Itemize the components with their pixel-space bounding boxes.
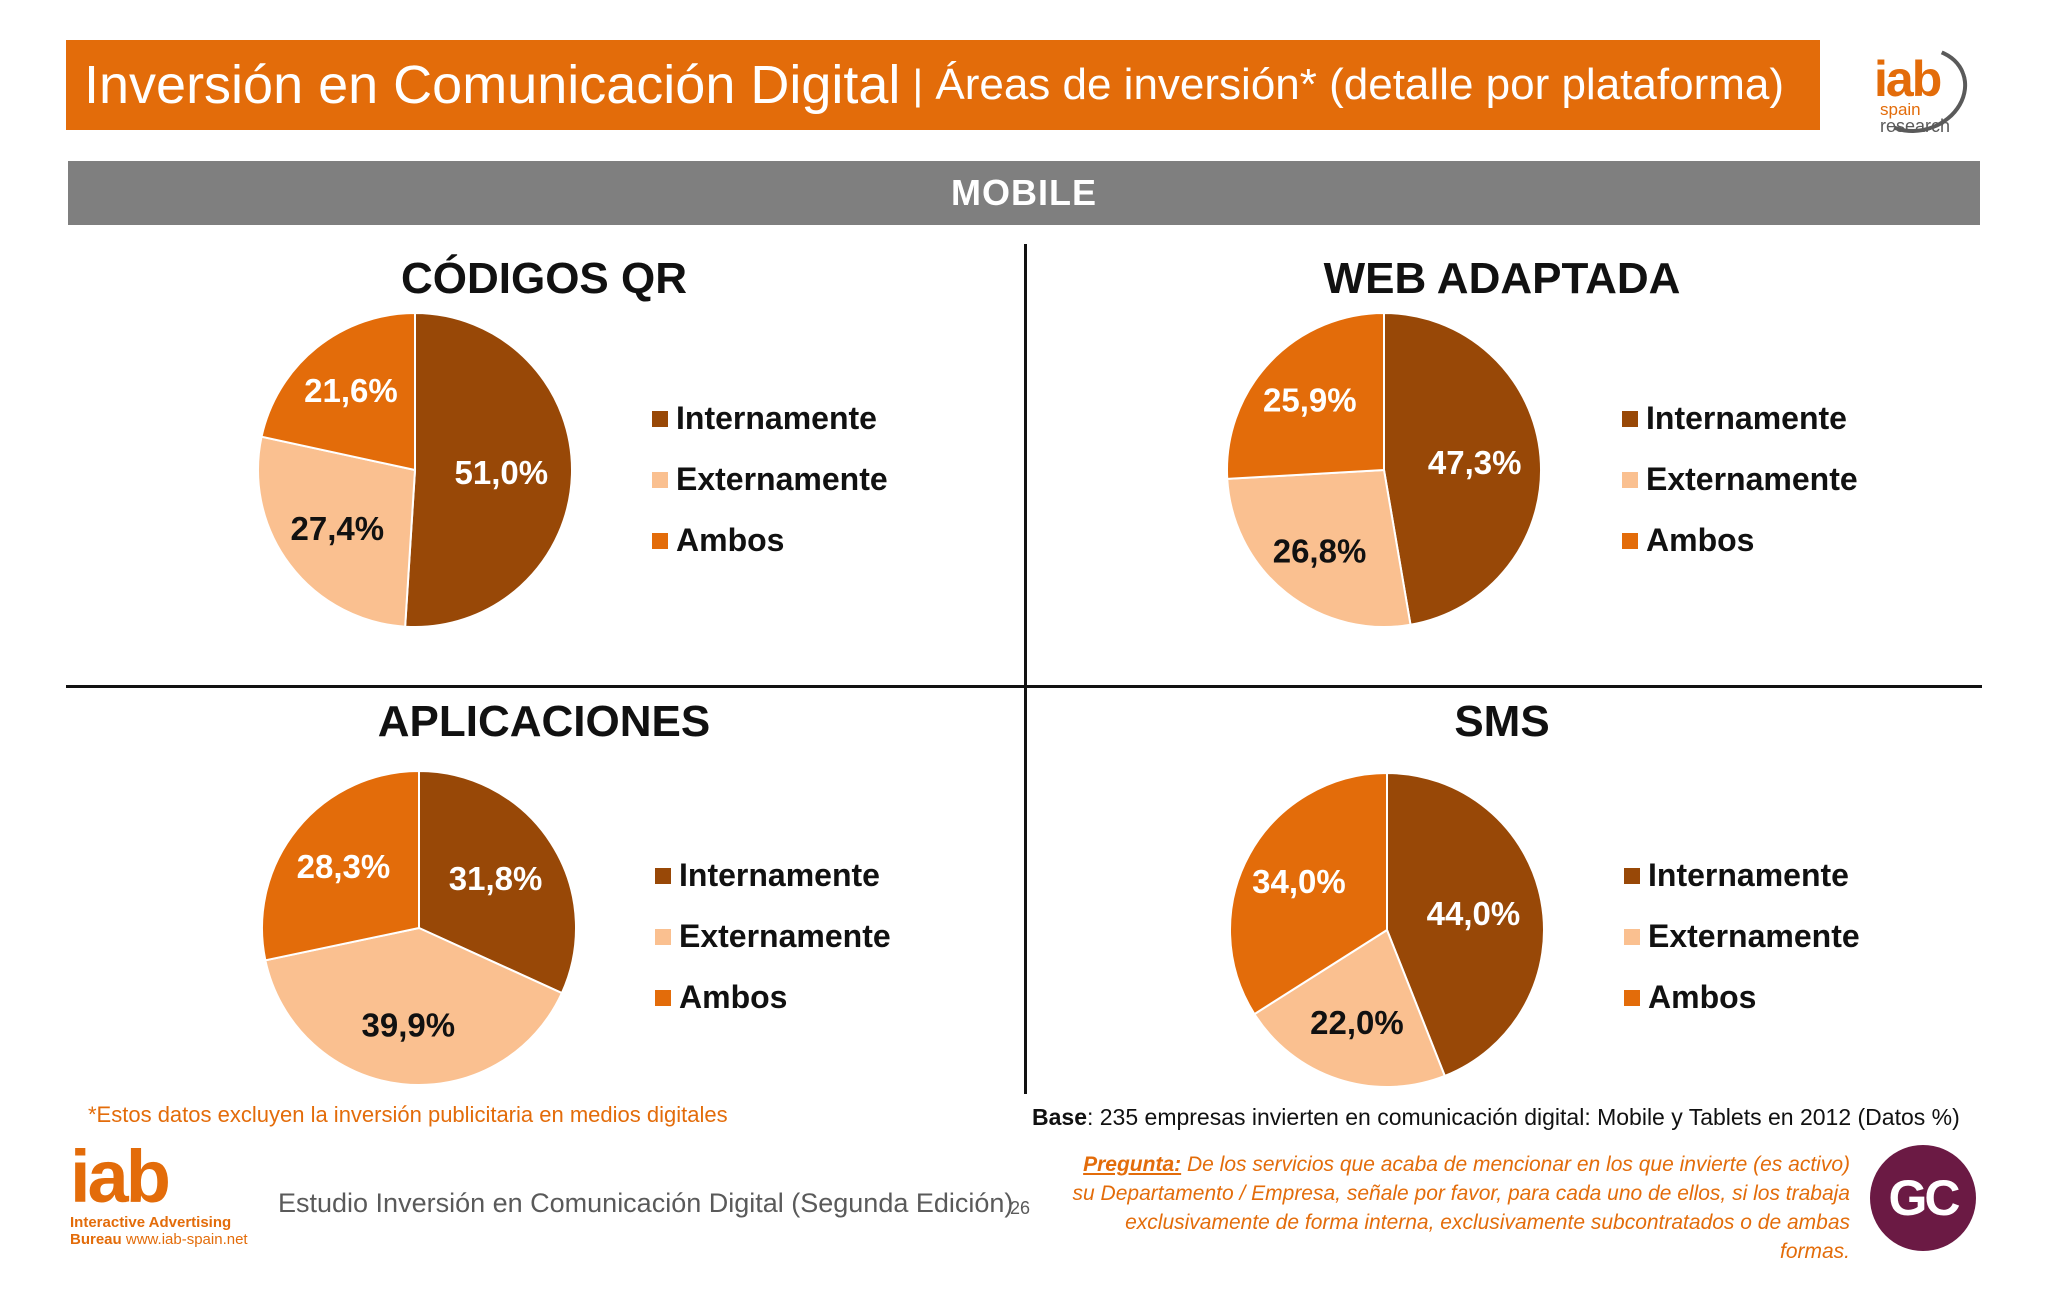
pie-slice-externamente [1226, 468, 1412, 628]
iab-logo-line2: Bureau www.iab-spain.net [70, 1231, 290, 1248]
legend-swatch-internamente [1624, 867, 1640, 884]
pie-slice-ambos [261, 769, 420, 962]
legend-web-adaptada: Internamente Externamente Ambos [1622, 388, 1858, 571]
legend-codigos-qr: Internamente Externamente Ambos [652, 388, 888, 571]
legend-swatch-internamente [1622, 410, 1638, 427]
pie-slice-externamente [257, 435, 417, 628]
pie-slice-externamente [1253, 928, 1447, 1088]
legend-label: Externamente [1646, 461, 1858, 497]
data-label-externamente: 27,4% [291, 510, 385, 547]
pie-slice-ambos [260, 311, 416, 472]
chart-title-codigos-qr: CÓDIGOS QR [400, 254, 688, 303]
iab-research-logo: iab spain research [1856, 33, 1980, 147]
question-label: Pregunta: [1083, 1153, 1182, 1176]
legend-swatch-internamente [655, 867, 671, 884]
iab-logo-url: www.iab-spain.net [125, 1231, 248, 1248]
legend-label: Internamente [1648, 857, 1849, 893]
legend-label: Internamente [676, 400, 877, 436]
pie-slice-externamente [264, 926, 564, 1086]
page-number: 26 [1010, 1198, 1031, 1218]
legend-item-externamente: Externamente [1622, 449, 1858, 510]
gc-logo: GC [1870, 1145, 1976, 1251]
legend-swatch-externamente [655, 928, 671, 945]
title-bar: Inversión en Comunicación Digital | Área… [66, 40, 1820, 130]
legend-label: Ambos [1646, 522, 1755, 558]
legend-label: Ambos [676, 522, 785, 558]
legend-aplicaciones: Internamente Externamente Ambos [655, 845, 891, 1028]
iab-logo-line1: Interactive Advertising [70, 1214, 232, 1231]
data-label-externamente: 26,8% [1273, 533, 1367, 570]
data-label-ambos: 28,3% [297, 848, 391, 885]
base-text: : 235 empresas invierten en comunicación… [1086, 1104, 1960, 1130]
horizontal-divider [66, 685, 1982, 688]
legend-item-internamente: Internamente [655, 845, 891, 906]
legend-swatch-ambos [1622, 532, 1638, 549]
data-label-ambos: 25,9% [1263, 381, 1357, 418]
data-label-externamente: 39,9% [362, 1006, 456, 1043]
legend-swatch-ambos [652, 532, 668, 549]
legend-item-ambos: Ambos [655, 967, 891, 1028]
base-note: Base: 235 empresas invierten en comunica… [1032, 1104, 1960, 1131]
slide-title: Inversión en Comunicación Digital [84, 55, 901, 115]
legend-item-externamente: Externamente [652, 449, 888, 510]
iab-logo-bureau: Bureau [70, 1231, 122, 1248]
legend-item-internamente: Internamente [1622, 388, 1858, 449]
title-separator: | [912, 61, 924, 108]
iab-logo-word: iab [70, 1135, 171, 1218]
logo-research: research [1880, 116, 1951, 136]
pie-slice-internamente [404, 311, 574, 628]
pie-chart-codigos-qr: 51,0% 27,4% 21,6% [257, 311, 574, 628]
pie-slice-internamente [1386, 771, 1545, 1078]
iab-logo: iab Interactive Advertising Bureau www.i… [70, 1140, 290, 1260]
legend-item-externamente: Externamente [1624, 906, 1860, 967]
pie-slice-ambos [1229, 771, 1388, 1016]
data-label-internamente: 31,8% [449, 860, 543, 897]
pie-chart-web-adaptada: 47,3% 26,8% 25,9% [1226, 311, 1543, 628]
data-label-internamente: 51,0% [455, 454, 549, 491]
legend-swatch-externamente [652, 471, 668, 488]
legend-sms: Internamente Externamente Ambos [1624, 845, 1860, 1028]
section-bar: MOBILE [68, 161, 1980, 225]
data-label-ambos: 21,6% [304, 372, 398, 409]
chart-title-sms: SMS [1454, 697, 1550, 746]
question-note: Pregunta: De los servicios que acaba de … [1060, 1150, 1850, 1266]
legend-item-internamente: Internamente [652, 388, 888, 449]
legend-item-externamente: Externamente [655, 906, 891, 967]
pie-chart-sms: 44,0% 22,0% 34,0% [1229, 771, 1545, 1088]
slide-subtitle: Áreas de inversión* (detalle por platafo… [935, 60, 1784, 109]
logo-word: iab [1874, 51, 1942, 107]
legend-label: Externamente [676, 461, 888, 497]
chart-title-aplicaciones: APLICACIONES [377, 697, 711, 746]
legend-label: Externamente [679, 918, 891, 954]
pie-slice-internamente [418, 769, 577, 995]
data-label-internamente: 44,0% [1427, 895, 1521, 932]
data-label-externamente: 22,0% [1310, 1004, 1404, 1041]
legend-label: Internamente [1646, 400, 1847, 436]
legend-swatch-externamente [1622, 471, 1638, 488]
pie-chart-aplicaciones: 31,8% 39,9% 28,3% [261, 769, 577, 1086]
legend-swatch-ambos [655, 989, 671, 1006]
legend-label: Ambos [1648, 979, 1757, 1015]
study-name: Estudio Inversión en Comunicación Digita… [278, 1188, 1014, 1218]
legend-label: Ambos [679, 979, 788, 1015]
pie-slice-internamente [1383, 311, 1543, 626]
legend-swatch-externamente [1624, 928, 1640, 945]
footnote: *Estos datos excluyen la inversión publi… [88, 1102, 728, 1127]
question-text: De los servicios que acaba de mencionar … [1072, 1153, 1850, 1263]
data-label-internamente: 47,3% [1428, 444, 1522, 481]
legend-item-internamente: Internamente [1624, 845, 1860, 906]
legend-swatch-ambos [1624, 989, 1640, 1006]
vertical-divider [1024, 244, 1027, 1094]
chart-title-web-adaptada: WEB ADAPTADA [1323, 254, 1681, 303]
logo-spain: spain [1880, 100, 1921, 119]
data-label-ambos: 34,0% [1252, 863, 1346, 900]
legend-swatch-internamente [652, 410, 668, 427]
legend-label: Externamente [1648, 918, 1860, 954]
legend-item-ambos: Ambos [1624, 967, 1860, 1028]
legend-item-ambos: Ambos [1622, 510, 1858, 571]
pie-slice-ambos [1226, 311, 1385, 480]
legend-label: Internamente [679, 857, 880, 893]
legend-item-ambos: Ambos [652, 510, 888, 571]
base-label: Base [1032, 1104, 1087, 1130]
